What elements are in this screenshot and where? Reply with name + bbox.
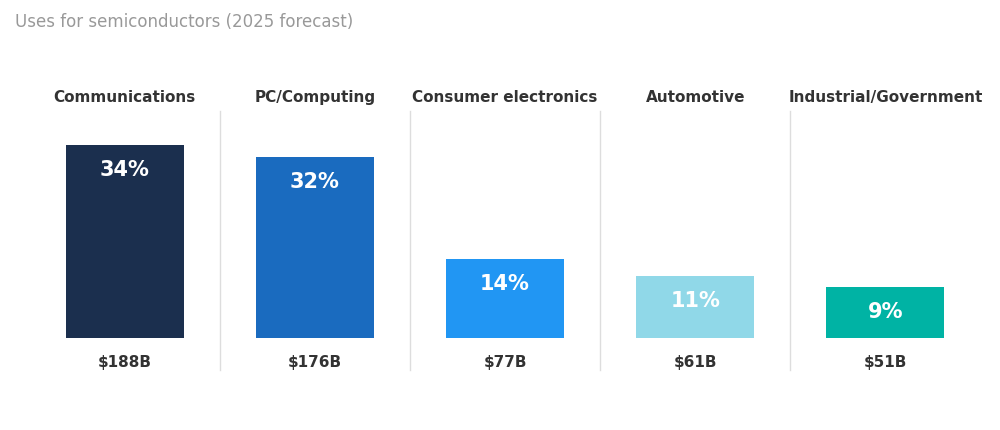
Text: 9%: 9% — [868, 302, 903, 322]
Text: $61B: $61B — [673, 354, 717, 369]
Text: 32%: 32% — [290, 171, 340, 191]
Text: $77B: $77B — [483, 354, 527, 369]
Text: $176B: $176B — [288, 354, 342, 369]
Text: PC/Computing: PC/Computing — [254, 90, 375, 105]
Bar — [636, 276, 754, 338]
Text: 11%: 11% — [670, 290, 720, 310]
Bar — [826, 288, 944, 338]
Text: $188B: $188B — [98, 354, 152, 369]
Bar — [446, 259, 564, 338]
Bar — [66, 146, 184, 338]
Text: $51B: $51B — [864, 354, 907, 369]
Text: Uses for semiconductors (2025 forecast): Uses for semiconductors (2025 forecast) — [15, 13, 353, 31]
Text: 34%: 34% — [100, 160, 150, 180]
Text: Communications: Communications — [53, 90, 196, 105]
Text: Automotive: Automotive — [645, 90, 745, 105]
Text: 14%: 14% — [480, 273, 530, 293]
Text: Industrial/Government: Industrial/Government — [788, 90, 983, 105]
Text: Consumer electronics: Consumer electronics — [412, 90, 598, 105]
Bar — [256, 157, 374, 338]
